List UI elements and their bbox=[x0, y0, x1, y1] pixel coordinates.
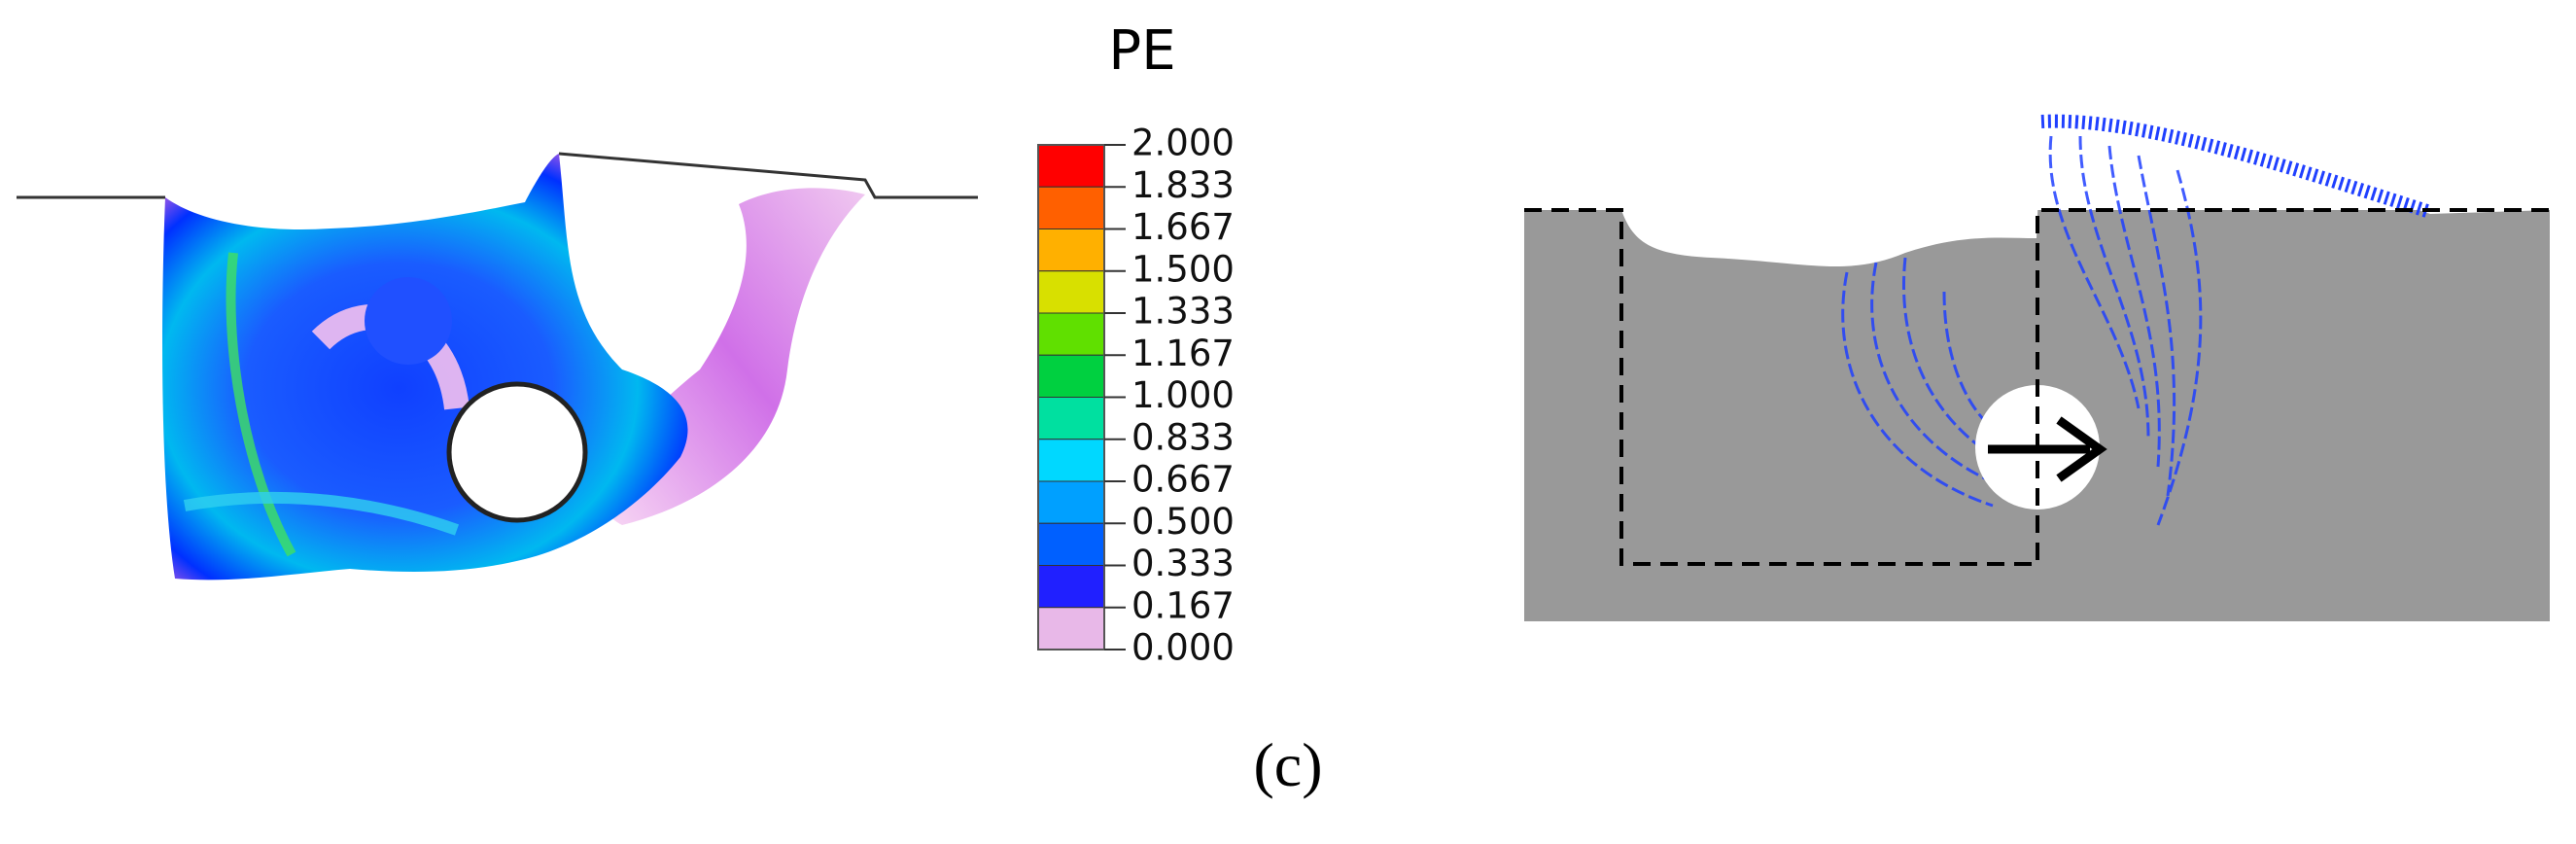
colorbar-label: 1.333 bbox=[1131, 291, 1235, 333]
colorbar-band bbox=[1037, 397, 1105, 440]
displacement-vectors bbox=[2040, 114, 2433, 219]
colorbar-label: 0.500 bbox=[1131, 501, 1235, 543]
colorbar-band bbox=[1037, 186, 1105, 229]
trench-outline bbox=[1524, 208, 2550, 566]
colorbar-label: 0.167 bbox=[1131, 584, 1235, 626]
colorbar-band bbox=[1037, 144, 1105, 188]
colorbar-band bbox=[1037, 270, 1105, 314]
colorbar-band bbox=[1037, 354, 1105, 398]
colorbar-band bbox=[1037, 229, 1105, 272]
colorbar-label: 0.667 bbox=[1131, 459, 1235, 501]
strain-band bbox=[183, 491, 460, 536]
deformed-surface bbox=[1524, 0, 2550, 267]
colorbar-band bbox=[1037, 607, 1105, 651]
ground-line bbox=[558, 152, 978, 199]
colorbar-label: 2.000 bbox=[1131, 123, 1235, 164]
colorbar-band bbox=[1037, 439, 1105, 482]
colorbar-label: 1.500 bbox=[1131, 248, 1235, 290]
colorbar-label: 1.833 bbox=[1131, 164, 1235, 206]
colorbar-label: 1.667 bbox=[1131, 206, 1235, 248]
strain-blob bbox=[365, 277, 452, 365]
movement-arrow bbox=[2056, 416, 2107, 482]
colorbar-band bbox=[1037, 565, 1105, 609]
colorbar-band bbox=[1037, 480, 1105, 524]
contour-plot bbox=[17, 152, 978, 580]
colorbar-label: 0.833 bbox=[1131, 416, 1235, 458]
colorbar: PE 2.0001.8331.6671.5001.3331.1671.0000.… bbox=[1037, 19, 1235, 669]
vector-plot bbox=[1524, 0, 2550, 621]
colorbar-label: 1.000 bbox=[1131, 374, 1235, 416]
colorbar-label: 1.167 bbox=[1131, 333, 1235, 374]
strain-band bbox=[226, 252, 296, 557]
displacement-vectors bbox=[1841, 135, 2203, 526]
pipe bbox=[446, 381, 588, 523]
colorbar-label: 0.000 bbox=[1131, 627, 1235, 669]
colorbar-label: 0.333 bbox=[1131, 543, 1235, 584]
colorbar-band bbox=[1037, 312, 1105, 356]
colorbar-band bbox=[1037, 522, 1105, 566]
legend-title: PE bbox=[1108, 19, 1175, 83]
caption: (c) bbox=[1253, 730, 1322, 799]
